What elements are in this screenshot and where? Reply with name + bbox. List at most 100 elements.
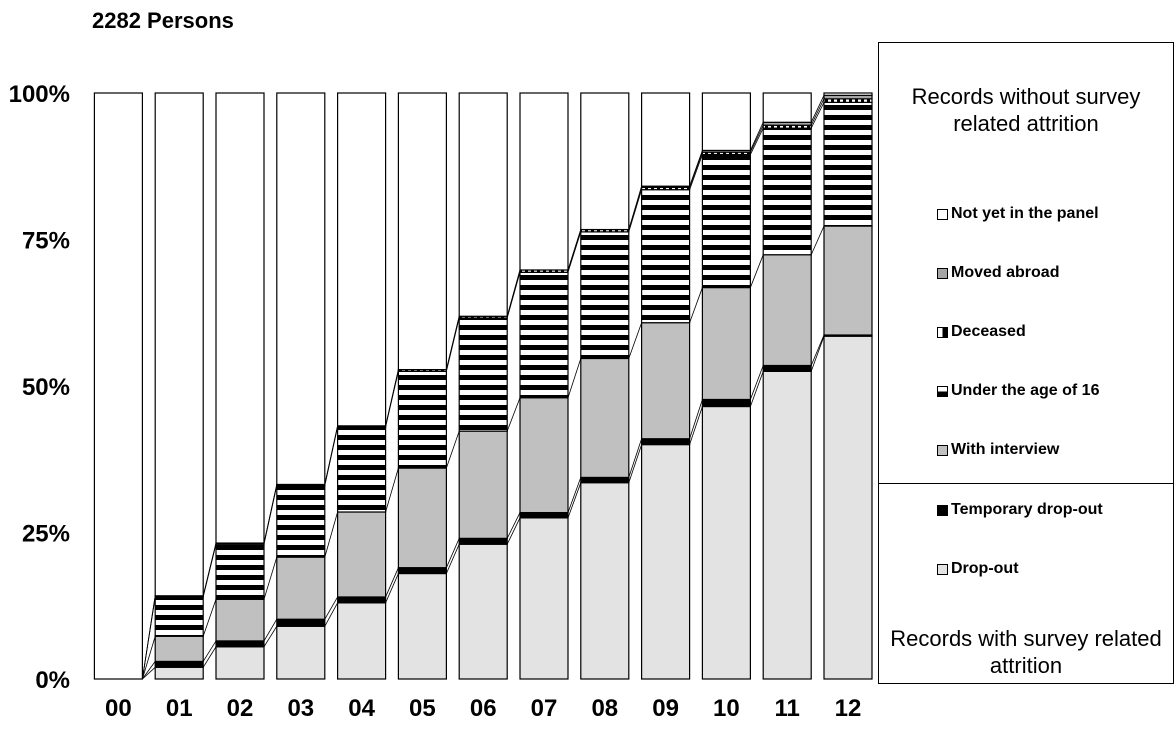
bar-segment-12-under-the-age-of-16 (823, 101, 873, 227)
legend-swatch (937, 208, 948, 220)
legend-item: Deceased (937, 323, 1026, 341)
series-connector-line (506, 272, 521, 319)
series-connector-line (324, 602, 338, 627)
series-connector-line (689, 287, 703, 323)
series-connector-line (385, 573, 399, 603)
series-connector-line (202, 646, 217, 668)
series-connector-line (750, 365, 764, 400)
y-tick-label: 25% (22, 521, 70, 548)
bar-segment-09-with-interview (640, 322, 691, 440)
legend-label: Not yet in the panel (951, 205, 1099, 222)
series-connector-line (567, 358, 582, 398)
x-tick-label: 07 (531, 695, 558, 722)
bar-segment-10-temporary-drop-out (701, 398, 752, 408)
legend-swatch (937, 504, 948, 516)
series-connector-line (202, 542, 217, 596)
series-connector-line (810, 95, 825, 123)
bar-segment-03-under-the-age-of-16 (276, 485, 326, 558)
series-connector-line (567, 231, 582, 273)
series-connector-line (202, 599, 217, 637)
bar-segment-09-under-the-age-of-16 (640, 189, 691, 324)
bar-segment-02-drop-out (215, 646, 265, 680)
series-connector-line (446, 430, 460, 469)
bar-segment-05-with-interview (397, 467, 447, 569)
legend-divider (879, 483, 1173, 484)
x-tick-label: 01 (166, 695, 193, 722)
series-connector-line (689, 154, 703, 190)
series-connector-line (446, 317, 460, 372)
series-connector-line (567, 477, 582, 513)
series-connector-line (263, 619, 278, 642)
bar-segment-08-under-the-age-of-16 (580, 231, 630, 360)
series-connector-line (506, 512, 521, 539)
legend-item: With interview (937, 441, 1059, 459)
bar-segment-09-temporary-drop-out (640, 438, 691, 446)
bar-segment-04-under-the-age-of-16 (337, 426, 387, 513)
legend-label: Under the age of 16 (951, 382, 1100, 399)
y-axis: 0% 25% 50% 75% 100% (9, 81, 70, 694)
legend-item: Temporary drop-out (937, 501, 1103, 519)
series-connector-line (142, 595, 156, 680)
legend-swatch (937, 326, 948, 338)
series-connector-line (810, 102, 825, 129)
x-tick-label: 05 (409, 695, 436, 722)
bar-segment-03-with-interview (276, 556, 326, 620)
bar-segment-05-temporary-drop-out (397, 567, 447, 575)
bar-segment-04-with-interview (337, 511, 387, 598)
bar-segment-11-under-the-age-of-16 (762, 127, 812, 256)
series-connector-line (324, 596, 338, 620)
bar-segment-01-under-the-age-of-16 (154, 596, 204, 637)
bar-segment-12-with-interview (823, 225, 873, 336)
series-connector-line (263, 484, 278, 544)
series-connector-line (689, 152, 703, 188)
bar-segment-02-under-the-age-of-16 (215, 543, 265, 600)
legend-heading-no-attrition: Records without survey related attrition (911, 84, 1141, 136)
x-tick-label: 02 (227, 695, 254, 722)
bar-segment-06-with-interview (458, 430, 508, 539)
bar-segment-06-temporary-drop-out (458, 537, 508, 545)
bar-segment-10-under-the-age-of-16 (701, 153, 752, 289)
bar-segment-06-drop-out (458, 543, 508, 680)
bar-segment-11-with-interview (762, 254, 812, 367)
bar-segment-10-not-yet-in-the-panel (701, 92, 752, 152)
bar-segment-03-temporary-drop-out (276, 618, 326, 627)
chart-title: 2282 Persons (92, 8, 234, 33)
series-connector-line (385, 467, 399, 513)
series-connector-line (567, 482, 582, 518)
y-tick-label: 75% (22, 228, 70, 255)
bar-segment-08-not-yet-in-the-panel (580, 92, 630, 231)
bar-segment-11-drop-out (762, 370, 812, 680)
bar-segment-00-not-yet-in-the-panel (93, 92, 144, 680)
series-connector-line (446, 538, 460, 568)
legend-swatch (937, 444, 948, 456)
x-tick-label: 11 (775, 695, 800, 722)
series-connector-line (750, 254, 764, 288)
series-connector-line (810, 225, 825, 255)
legend-label: Temporary drop-out (951, 501, 1103, 518)
bar-segment-03-not-yet-in-the-panel (276, 92, 326, 486)
series-connector-line (506, 269, 521, 317)
legend-label: Drop-out (951, 560, 1019, 577)
bar-segment-07-with-interview (519, 397, 569, 514)
bar-segment-07-temporary-drop-out (519, 511, 569, 519)
bar-segment-12-drop-out (823, 335, 873, 680)
series-connector-line (446, 316, 460, 370)
bar-segment-11-temporary-drop-out (762, 364, 812, 372)
bar-segment-10-drop-out (701, 405, 752, 680)
series-connector-line (385, 567, 399, 598)
series-connector-line (628, 189, 642, 232)
series-connector-line (810, 336, 825, 372)
bar-segment-02-temporary-drop-out (215, 640, 265, 648)
series-connector-line (506, 397, 521, 432)
legend: Records without survey related attrition… (878, 42, 1174, 684)
legend-item: Drop-out (937, 560, 1019, 578)
bar-segment-01-drop-out (154, 666, 204, 680)
bar-segment-01-not-yet-in-the-panel (154, 92, 204, 597)
series-connector-line (628, 186, 642, 230)
x-tick-label: 00 (105, 695, 132, 722)
bar-segment-08-drop-out (580, 482, 630, 680)
bar-segment-08-temporary-drop-out (580, 476, 630, 484)
legend-item: Not yet in the panel (937, 205, 1099, 223)
series-connector-line (689, 399, 703, 439)
bar-segment-12-not-yet-in-the-panel (823, 92, 873, 96)
